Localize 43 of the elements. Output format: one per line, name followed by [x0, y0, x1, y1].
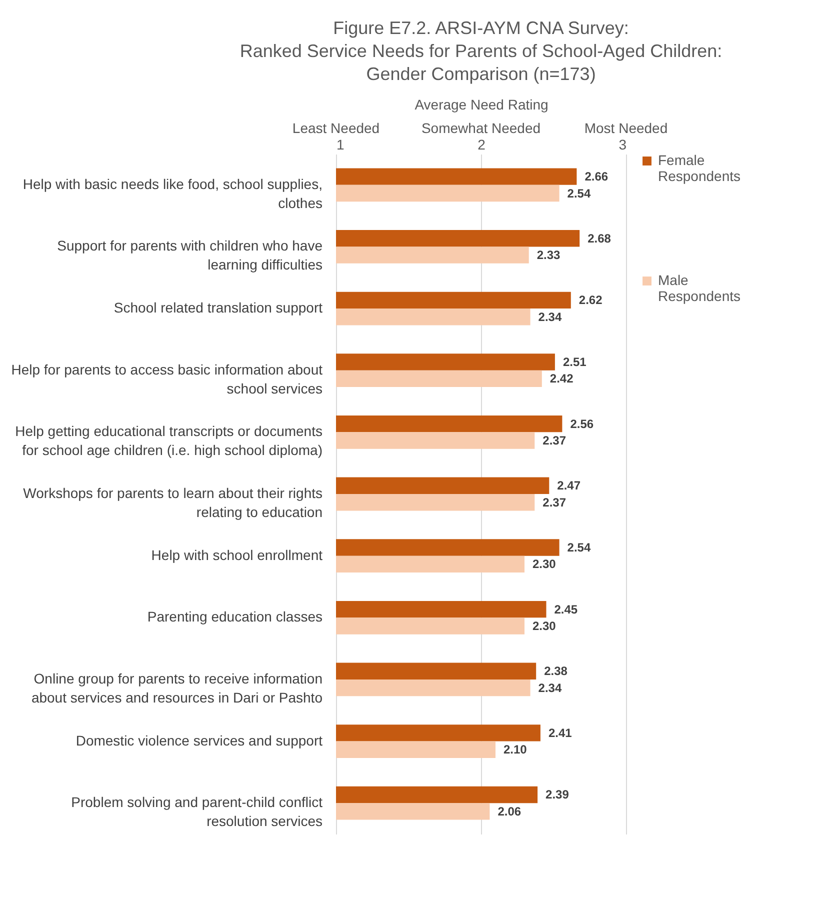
data-label: 2.47 — [557, 478, 581, 493]
y-tick-label: Workshops for parents to learn about their rights relating to education — [23, 485, 322, 520]
y-tick-label: Domestic violence services and support — [76, 732, 323, 748]
data-label: 2.45 — [554, 602, 578, 616]
y-tick-label: Parenting education classes — [147, 608, 322, 625]
data-label: 2.42 — [550, 372, 574, 386]
text: Somewhat Needed — [421, 120, 541, 136]
data-label: 2.34 — [538, 310, 562, 324]
y-tick-label: Problem solving and parent-child conflict resolution services — [71, 794, 323, 830]
data-label: 2.68 — [588, 231, 612, 246]
x-axis-title: Average Need Rating — [414, 96, 548, 112]
data-label: 2.33 — [536, 248, 561, 262]
data-label: 2.54 — [567, 540, 591, 554]
data-label: 2.30 — [532, 618, 556, 633]
x-tick-label: 1 — [336, 136, 344, 152]
data-label: 2.54 — [567, 186, 591, 200]
data-label: 2.10 — [504, 742, 528, 757]
y-tick-label: Help for parents to access basic information about school services — [11, 361, 323, 396]
chart-title: Figure E7.2. ARSI-AYM CNA Survey: Ranked Service Needs for Parents of School-Aged Children: Gender Comparison (n=173) — [240, 18, 722, 84]
data-label: 2.62 — [578, 293, 603, 308]
data-label: 2.30 — [532, 557, 556, 572]
data-label: 2.38 — [544, 664, 568, 678]
data-label: 2.66 — [584, 170, 608, 184]
legend-label: Female Respondents — [658, 152, 741, 184]
data-label: 2.37 — [542, 495, 566, 510]
data-label: 2.34 — [538, 680, 562, 695]
data-label: 2.37 — [542, 434, 566, 448]
legend-label: Male Respondents — [658, 272, 741, 304]
y-tick-label: Support for parents with children who have learning difficulties — [57, 238, 323, 273]
data-label: 2.41 — [548, 726, 572, 740]
x-tick-label: 2 — [478, 136, 486, 152]
text: Least Needed — [292, 120, 380, 136]
data-label: 2.56 — [570, 416, 594, 431]
y-tick-label: School related translation support — [114, 300, 323, 316]
text: Most Needed — [584, 120, 668, 136]
data-label: 2.51 — [562, 355, 587, 370]
y-tick-label: Help getting educational transcripts or documents for school age children (i.e. high school diploma) — [15, 423, 322, 458]
x-tick-label: 3 — [618, 136, 627, 152]
data-label: 2.39 — [546, 788, 570, 802]
y-tick-label: Help with school enrollment — [151, 546, 323, 563]
data-label: 2.06 — [498, 804, 522, 818]
y-tick-label: Help with basic needs like food, school supplies, clothes — [22, 176, 322, 211]
y-tick-label: Online group for parents to receive information about services and resources in Dari or Pashto — [31, 670, 323, 706]
